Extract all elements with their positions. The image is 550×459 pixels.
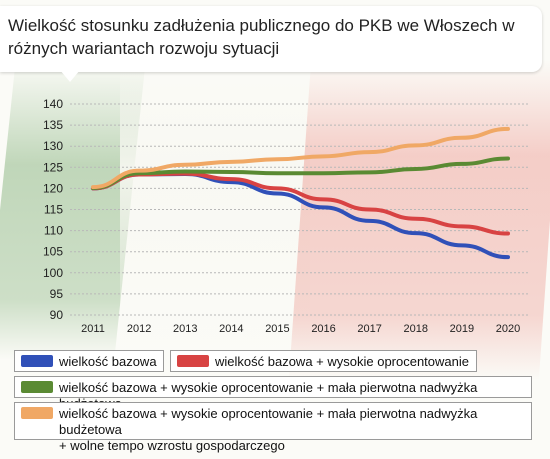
x-tick-label: 2013 xyxy=(173,323,197,335)
title-box-tail xyxy=(60,70,80,82)
legend-item-slow-growth: wielkość bazowa + wysokie oprocentowanie… xyxy=(14,402,532,453)
y-tick-label: 115 xyxy=(44,203,63,217)
legend-item-base: wielkość bazowa xyxy=(14,350,164,372)
legend-label: wielkość bazowa + wysokie oprocentowanie xyxy=(215,354,469,369)
flag-background-white xyxy=(120,40,310,360)
y-tick-label: 105 xyxy=(43,245,63,259)
x-tick-label: 2018 xyxy=(404,323,428,335)
series-line-4 xyxy=(91,126,510,190)
legend-label: wielkość bazowa + wysokie oprocentowanie… xyxy=(59,406,478,453)
legend-item-high-interest: wielkość bazowa + wysokie oprocentowanie xyxy=(170,350,477,372)
chart-title: Wielkość stosunku zadłużenia publicznego… xyxy=(8,16,515,58)
legend-swatch-high-interest xyxy=(177,355,209,367)
series-line-1 xyxy=(91,172,510,260)
x-tick-label: 2016 xyxy=(311,323,335,335)
x-tick-label: 2017 xyxy=(357,323,381,335)
x-tick-label: 2014 xyxy=(219,323,243,335)
legend-swatch-small-surplus xyxy=(21,381,53,393)
x-tick-label: 2011 xyxy=(81,323,105,335)
series-line-3 xyxy=(91,156,510,190)
legend-label: wielkość bazowa xyxy=(59,354,157,369)
legend-swatch-slow-growth xyxy=(21,407,53,419)
y-tick-label: 120 xyxy=(43,181,63,195)
x-tick-label: 2019 xyxy=(450,323,474,335)
legend-item-small-surplus: wielkość bazowa + wysokie oprocentowanie… xyxy=(14,376,532,411)
y-tick-label: 95 xyxy=(50,287,64,301)
x-tick-label: 2012 xyxy=(127,323,151,335)
y-tick-label: 125 xyxy=(43,160,63,174)
legend-swatch-base xyxy=(21,355,53,367)
y-tick-label: 100 xyxy=(43,266,63,280)
y-tick-label: 140 xyxy=(43,97,63,111)
series-line-2 xyxy=(91,171,510,236)
y-tick-label: 130 xyxy=(43,139,63,153)
y-tick-label: 110 xyxy=(44,224,63,238)
x-tick-label: 2020 xyxy=(496,323,520,335)
title-box xyxy=(0,6,542,72)
y-tick-label: 135 xyxy=(43,118,63,132)
x-tick-label: 2015 xyxy=(265,323,289,335)
y-tick-label: 90 xyxy=(50,308,64,322)
